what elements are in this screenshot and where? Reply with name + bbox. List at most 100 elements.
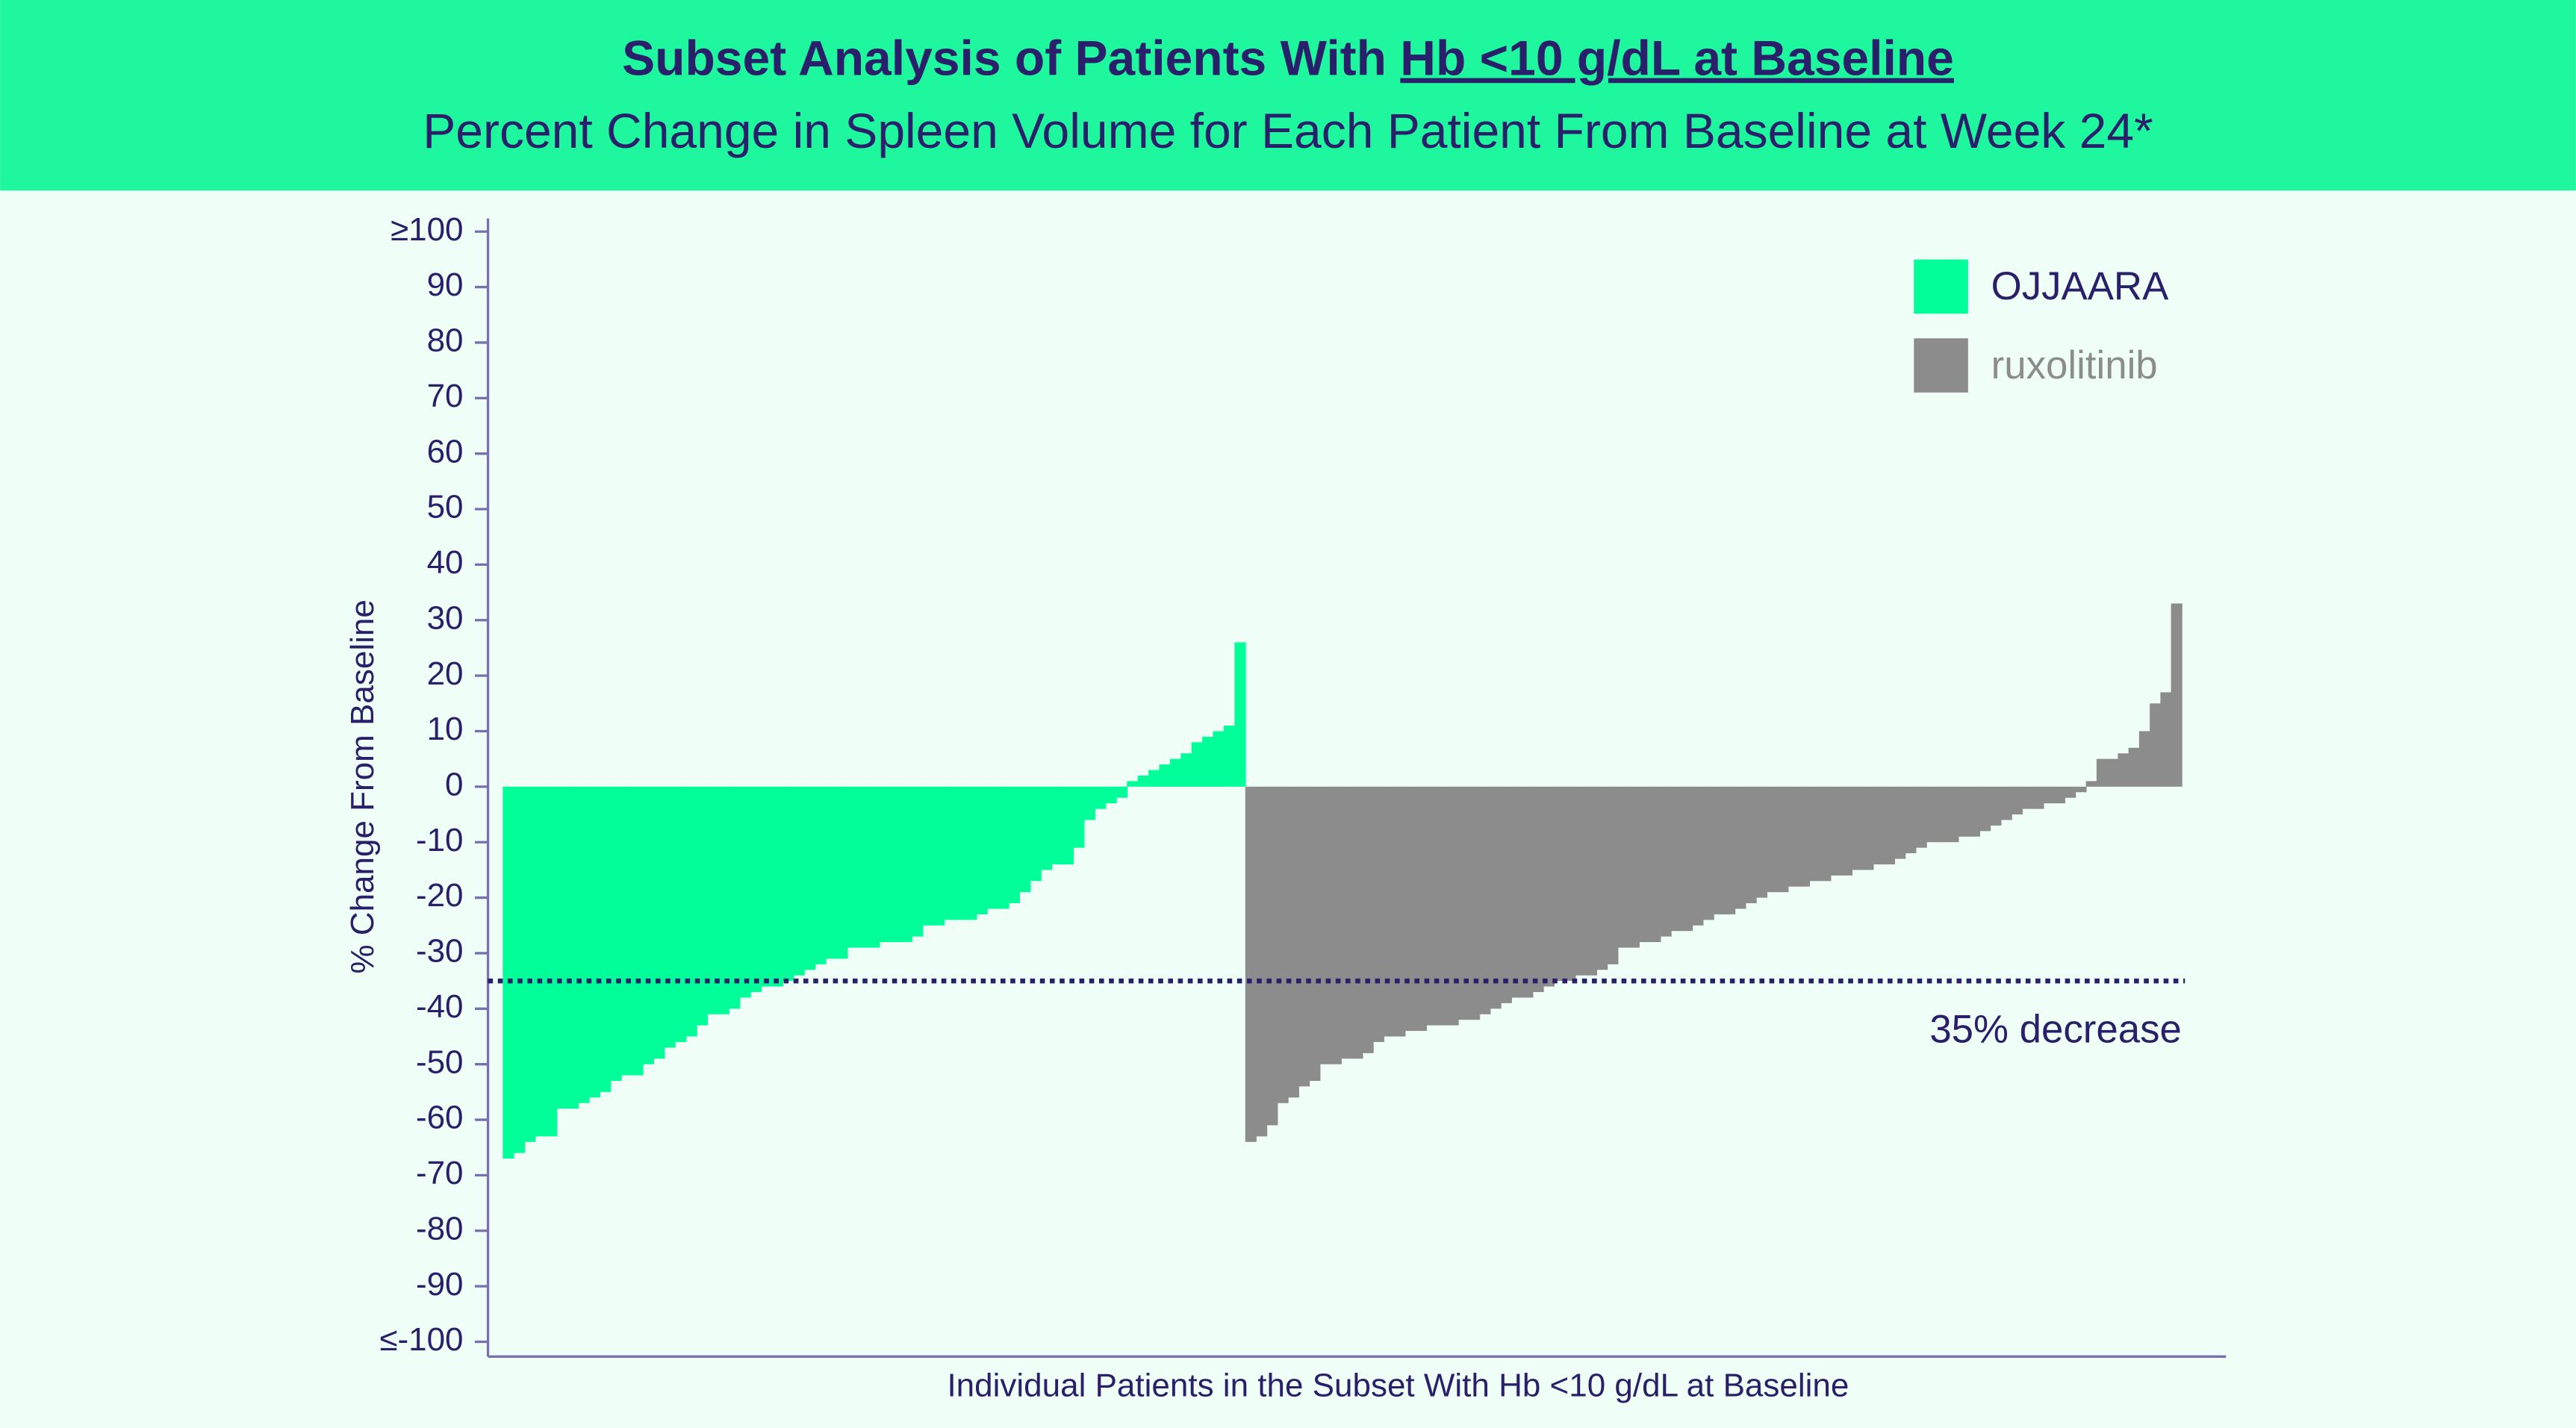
- bar: [729, 786, 741, 1009]
- bar: [707, 786, 719, 1014]
- bar: [1990, 786, 2002, 826]
- legend-label: OJJAARA: [1991, 264, 2169, 308]
- bar: [815, 786, 827, 964]
- bar: [1127, 781, 1139, 787]
- bar: [1457, 786, 1469, 1020]
- bar: [1062, 786, 1074, 864]
- bar: [2160, 692, 2172, 787]
- bar: [1234, 642, 1246, 787]
- bar: [2150, 703, 2162, 787]
- bar: [771, 786, 783, 987]
- bar: [1394, 786, 1406, 1037]
- bar: [1788, 786, 1799, 887]
- bar: [1724, 786, 1736, 914]
- bar: [1500, 786, 1512, 1003]
- bar: [2075, 786, 2087, 793]
- bar: [1905, 786, 1917, 854]
- bar: [2053, 786, 2065, 804]
- bar: [685, 786, 697, 1037]
- bar: [674, 786, 687, 1042]
- bar: [976, 786, 988, 914]
- y-tick-label: 50: [427, 489, 464, 526]
- bar: [2065, 786, 2076, 798]
- bar: [1777, 786, 1789, 893]
- y-tick-label: 70: [427, 378, 464, 414]
- y-tick-label: 80: [427, 322, 464, 359]
- bar: [1051, 786, 1063, 864]
- bar: [1223, 726, 1236, 787]
- bar: [1159, 764, 1171, 787]
- bar: [1341, 786, 1353, 1059]
- bar: [1148, 770, 1160, 787]
- bar: [664, 786, 676, 1048]
- bar: [1180, 753, 1192, 787]
- bar: [1362, 786, 1374, 1053]
- bar: [1030, 786, 1042, 882]
- bar: [1947, 786, 1959, 843]
- chart-subtitle: Percent Change in Spleen Volume for Each…: [423, 103, 2153, 158]
- bar: [1585, 786, 1597, 976]
- bar: [783, 786, 794, 982]
- legend-swatch: [1914, 259, 1968, 314]
- bar: [954, 786, 966, 920]
- bar: [1083, 786, 1095, 820]
- bar: [1532, 786, 1544, 993]
- bar: [1319, 786, 1331, 1064]
- bar: [1008, 786, 1021, 904]
- bar: [1894, 786, 1906, 859]
- bar: [1979, 786, 1991, 832]
- bar: [1735, 786, 1746, 909]
- bar: [524, 786, 536, 1142]
- bar: [900, 786, 912, 943]
- bar: [793, 786, 805, 976]
- bar: [1351, 786, 1363, 1059]
- bar: [944, 786, 956, 920]
- y-tick-label: -30: [416, 933, 464, 970]
- bar: [1937, 786, 1949, 843]
- bar: [1019, 786, 1031, 893]
- bar: [1958, 786, 1970, 837]
- bar: [1841, 786, 1852, 876]
- y-tick-label: -50: [416, 1044, 464, 1080]
- bar: [1798, 786, 1810, 887]
- bar: [1040, 786, 1053, 870]
- bar: [825, 786, 838, 959]
- bar: [1298, 786, 1310, 1087]
- bar: [986, 786, 999, 909]
- bar: [578, 786, 590, 1103]
- bar: [620, 786, 633, 1076]
- bar: [1543, 786, 1555, 987]
- bar: [2043, 786, 2055, 804]
- bar: [803, 786, 816, 970]
- bar: [965, 786, 977, 920]
- bar: [1564, 786, 1576, 982]
- y-tick-label: 90: [427, 266, 464, 303]
- bar: [933, 786, 945, 926]
- bar: [545, 786, 558, 1137]
- y-tick-label: 40: [427, 544, 464, 581]
- y-tick-label: -60: [416, 1100, 464, 1136]
- bar: [1191, 742, 1204, 787]
- bar: [1426, 786, 1438, 1026]
- bar: [1169, 758, 1182, 787]
- bar: [1105, 786, 1117, 804]
- y-tick-label: -10: [416, 822, 464, 858]
- bar: [1415, 786, 1427, 1032]
- y-tick-label: ≤-100: [379, 1321, 463, 1358]
- bar: [1287, 786, 1299, 1098]
- bar: [761, 786, 773, 987]
- bar: [1639, 786, 1651, 943]
- y-tick-label: -80: [416, 1210, 464, 1247]
- bar: [588, 786, 600, 1098]
- y-tick-label: 30: [427, 599, 464, 636]
- bar: [1309, 786, 1321, 1081]
- bar: [868, 786, 880, 948]
- bar: [1330, 786, 1342, 1064]
- bar: [1479, 786, 1491, 1014]
- y-tick-label: ≥100: [391, 211, 464, 248]
- bar: [1137, 775, 1149, 787]
- bar: [1404, 786, 1416, 1032]
- chart-title: Subset Analysis of Patients With Hb <10 …: [622, 31, 1954, 86]
- bar: [696, 786, 709, 1026]
- bar: [610, 786, 622, 1081]
